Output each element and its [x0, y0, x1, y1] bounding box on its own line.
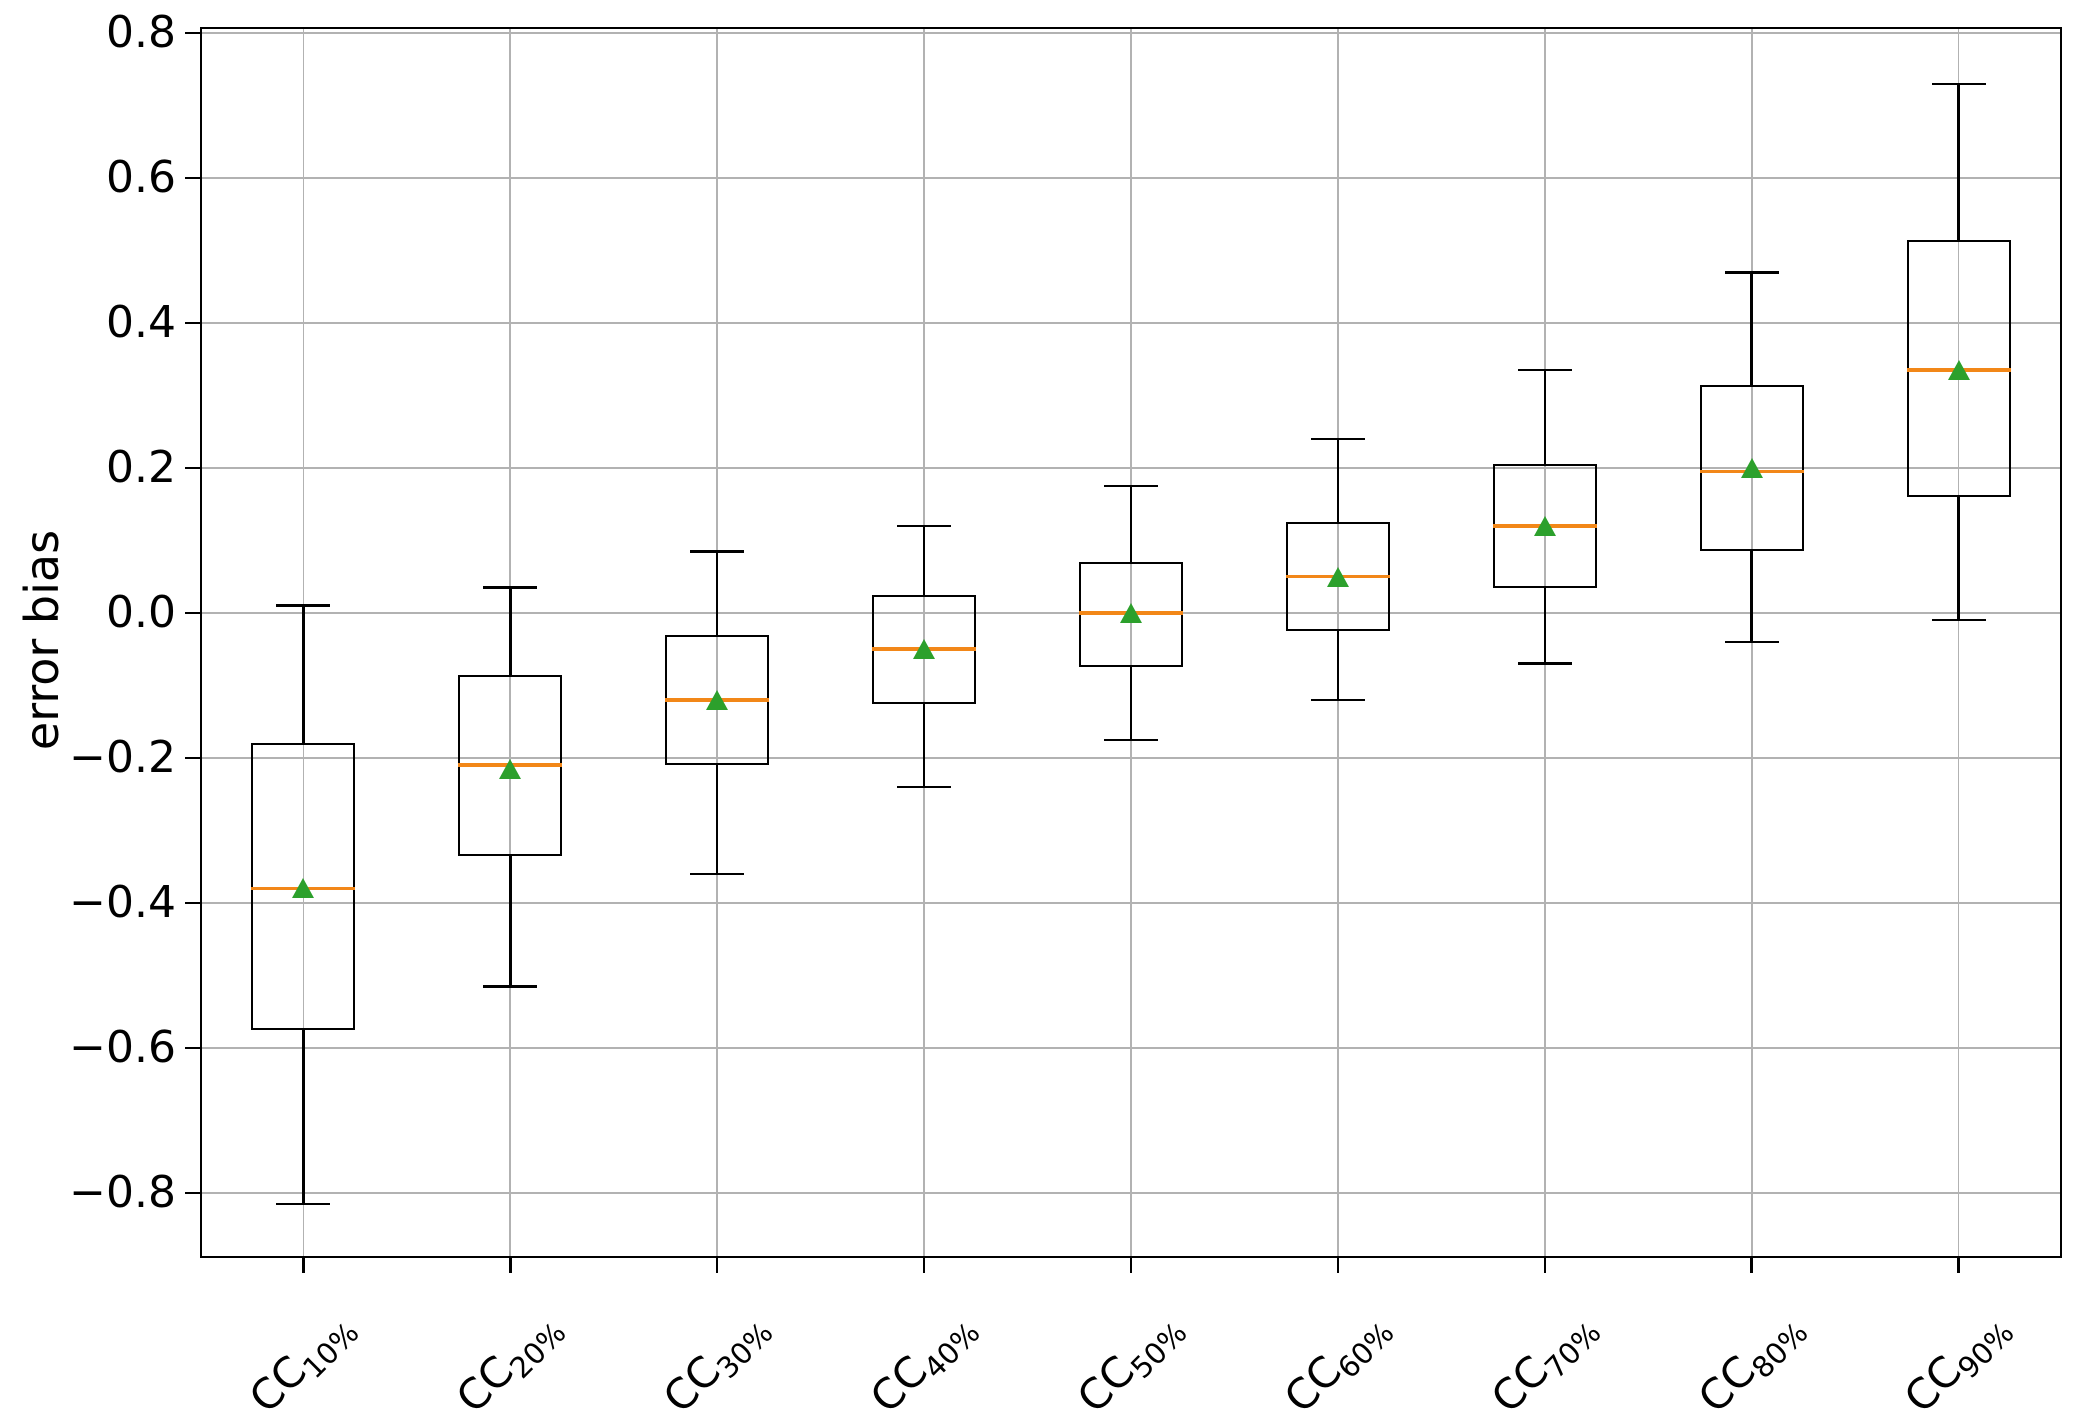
box-whisker-lower — [715, 765, 719, 874]
x-tick — [1543, 1258, 1547, 1273]
box-whisker-upper — [1336, 439, 1340, 523]
box-whisker-lower — [1336, 631, 1340, 700]
y-tick — [185, 31, 200, 35]
x-tick-label-subscript: 20% — [503, 1315, 573, 1386]
y-tick — [185, 176, 200, 180]
whisker-cap-lower — [483, 985, 538, 988]
box-whisker-lower — [1543, 587, 1547, 664]
mean-marker — [1326, 566, 1349, 587]
x-tick — [1750, 1258, 1753, 1273]
y-tick-label: −0.6 — [69, 1021, 176, 1073]
x-tick-label: CC80% — [1688, 1315, 1815, 1423]
x-tick-label: CC10% — [239, 1315, 366, 1423]
mean-marker — [1947, 360, 1970, 381]
whisker-cap-upper — [483, 586, 538, 589]
mean-marker — [706, 689, 729, 710]
box-whisker-upper — [1957, 83, 1960, 240]
y-tick-label: −0.2 — [69, 731, 176, 783]
box-whisker-upper — [509, 587, 512, 675]
x-tick-label-subscript: 80% — [1744, 1315, 1815, 1386]
x-tick — [922, 1258, 926, 1273]
box-whisker-upper — [715, 551, 719, 635]
v-gridline — [716, 27, 719, 1258]
x-tick-label: CC70% — [1481, 1315, 1608, 1423]
x-tick — [715, 1258, 719, 1273]
mean-marker — [292, 878, 315, 899]
x-tick-label-subscript: 60% — [1330, 1315, 1401, 1386]
whisker-cap-lower — [1310, 698, 1365, 702]
mean-marker — [499, 758, 522, 779]
y-tick — [185, 1191, 200, 1195]
mean-marker — [1740, 457, 1763, 478]
y-tick-label: 0.4 — [106, 297, 176, 348]
whisker-cap-lower — [1931, 618, 1986, 622]
y-tick-label: 0.2 — [106, 441, 176, 493]
whisker-cap-lower — [1724, 640, 1779, 644]
box-whisker-lower — [922, 703, 926, 787]
x-tick — [1336, 1258, 1340, 1273]
v-gridline — [1957, 27, 1960, 1258]
y-tick-label: −0.4 — [69, 876, 176, 928]
y-tick — [185, 901, 200, 905]
x-tick-label: CC30% — [653, 1315, 780, 1423]
x-tick-label-subscript: 70% — [1537, 1315, 1608, 1386]
box-whisker-upper — [1750, 272, 1753, 385]
x-tick-label: CC50% — [1067, 1315, 1194, 1423]
y-tick — [185, 1046, 200, 1050]
box-whisker-upper — [302, 605, 305, 744]
box-whisker-lower — [1957, 496, 1960, 621]
whisker-cap-upper — [897, 524, 952, 528]
whisker-cap-upper — [1931, 82, 1986, 85]
box-rect — [1079, 562, 1183, 668]
mean-marker — [1120, 602, 1142, 623]
plot-area — [185, 27, 2062, 1273]
y-tick-label: 0.8 — [106, 7, 176, 59]
v-gridline — [1130, 27, 1132, 1258]
x-tick — [302, 1258, 305, 1273]
x-tick — [509, 1258, 512, 1273]
x-tick-label: CC90% — [1895, 1315, 2022, 1423]
y-tick — [185, 611, 200, 615]
x-tick-label-subscript: 90% — [1951, 1315, 2022, 1386]
y-tick-label: 0.6 — [106, 152, 176, 203]
whisker-cap-lower — [897, 785, 952, 789]
whisker-cap-lower — [1517, 662, 1572, 665]
whisker-cap-upper — [1517, 368, 1572, 372]
whisker-cap-upper — [1104, 484, 1158, 488]
whisker-cap-upper — [1724, 271, 1779, 274]
box-rect — [1699, 384, 1804, 552]
whisker-cap-lower — [276, 1202, 331, 1206]
x-tick-label-subscript: 10% — [296, 1315, 366, 1386]
whisker-cap-lower — [690, 872, 745, 876]
x-tick-label: CC60% — [1274, 1315, 1401, 1423]
y-tick-label: −0.8 — [69, 1166, 176, 1218]
box-whisker-upper — [922, 525, 926, 595]
whisker-cap-lower — [1104, 738, 1158, 742]
box-whisker-lower — [1129, 667, 1133, 740]
x-tick-label-subscript: 40% — [916, 1315, 987, 1386]
x-tick-label: CC20% — [446, 1315, 573, 1423]
x-tick-label: CC40% — [860, 1315, 987, 1423]
whisker-cap-upper — [1310, 437, 1365, 441]
y-tick — [185, 466, 200, 470]
whisker-cap-upper — [276, 604, 331, 607]
y-tick — [185, 321, 200, 325]
whisker-cap-upper — [690, 550, 745, 553]
x-tick — [1129, 1258, 1133, 1273]
x-tick-label-subscript: 30% — [710, 1315, 780, 1386]
box-whisker-lower — [509, 855, 512, 987]
x-tick-label-subscript: 50% — [1123, 1315, 1194, 1386]
box-whisker-lower — [302, 1029, 305, 1204]
mean-marker — [1533, 515, 1556, 536]
box-whisker-upper — [1129, 486, 1133, 563]
y-tick-label: 0.0 — [106, 586, 176, 638]
box-rect — [1906, 239, 2011, 497]
box-whisker-lower — [1750, 551, 1753, 642]
box-whisker-upper — [1543, 370, 1547, 465]
y-tick — [185, 756, 200, 760]
mean-marker — [913, 639, 936, 660]
x-tick — [1957, 1258, 1960, 1273]
box-rect — [251, 743, 356, 1030]
